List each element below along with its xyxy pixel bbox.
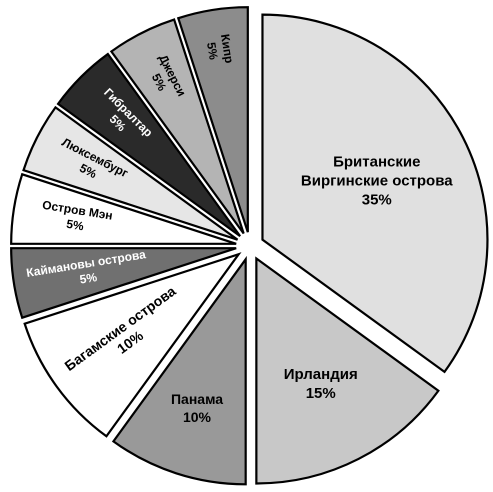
pie-slice-8 xyxy=(56,52,241,237)
pie-slice-1 xyxy=(261,13,489,374)
slice-value-10: 5% xyxy=(204,41,221,61)
pie-slice-6 xyxy=(10,172,237,245)
pie-slice-3 xyxy=(111,255,247,486)
slice-name-10: Кипр xyxy=(218,33,236,64)
slice-name-2: Ирландия xyxy=(284,366,358,383)
slice-label-2: Ирландия 15% xyxy=(284,366,358,402)
pie-slice-10 xyxy=(176,6,249,233)
slice-value-1: 35% xyxy=(362,191,392,208)
pie-slice-7 xyxy=(22,105,239,241)
pie-slice-5 xyxy=(10,247,237,320)
slice-name-1: Виргинские острова xyxy=(301,172,453,189)
slice-value-3: 10% xyxy=(183,409,212,425)
slice-label-1: Британские Виргинские острова 35% xyxy=(301,153,453,208)
slice-name-3: Панама xyxy=(171,391,223,407)
slice-name-1: Британские xyxy=(333,153,420,170)
pie-slice-9 xyxy=(109,18,245,235)
slice-value-6: 5% xyxy=(65,217,85,234)
slice-value-5: 5% xyxy=(79,270,99,287)
slice-value-2: 15% xyxy=(306,385,336,402)
pie-slice-2 xyxy=(255,256,440,485)
pie-slice-4 xyxy=(23,252,242,438)
slice-label-3: Панама 10% xyxy=(171,391,223,425)
